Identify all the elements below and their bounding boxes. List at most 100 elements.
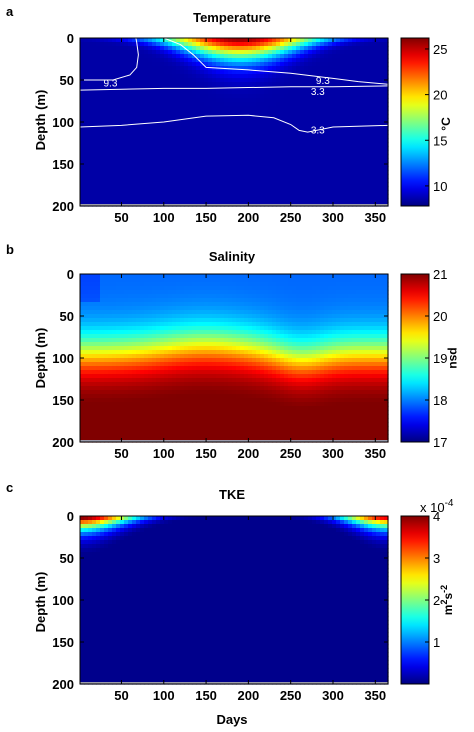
heatmap-cell xyxy=(236,294,241,299)
heatmap-cell xyxy=(324,122,329,127)
heatmap-cell xyxy=(84,414,89,419)
heatmap-cell xyxy=(172,406,177,411)
heatmap-cell xyxy=(132,82,137,87)
heatmap-cell xyxy=(92,102,97,107)
heatmap-cell xyxy=(232,170,237,175)
heatmap-cell xyxy=(336,110,341,115)
heatmap-cell xyxy=(128,342,133,347)
heatmap-cell xyxy=(288,130,293,135)
heatmap-cell xyxy=(196,314,201,319)
heatmap-cell xyxy=(80,434,85,439)
heatmap-cell xyxy=(156,190,161,195)
heatmap-cell xyxy=(240,142,245,147)
heatmap-cell xyxy=(352,86,357,91)
heatmap-cell xyxy=(120,178,125,183)
heatmap-cell xyxy=(340,78,345,83)
heatmap-cell xyxy=(344,82,349,87)
heatmap-cell xyxy=(88,338,93,343)
heatmap-cell xyxy=(120,130,125,135)
heatmap-cell xyxy=(132,406,137,411)
heatmap-cell xyxy=(192,374,197,379)
heatmap-cell xyxy=(116,374,121,379)
heatmap-cell xyxy=(120,406,125,411)
heatmap-cell xyxy=(192,422,197,427)
heatmap-cell xyxy=(152,62,157,67)
heatmap-cell xyxy=(152,430,157,435)
heatmap-cell xyxy=(176,178,181,183)
heatmap-cell xyxy=(256,70,261,75)
heatmap-cell xyxy=(120,146,125,151)
heatmap-cell xyxy=(124,194,129,199)
heatmap-cell xyxy=(312,190,317,195)
heatmap-cell xyxy=(380,98,385,103)
heatmap-cell xyxy=(272,130,277,135)
heatmap-cell xyxy=(292,122,297,127)
heatmap-cell xyxy=(160,70,165,75)
heatmap-cell xyxy=(160,178,165,183)
heatmap-cell xyxy=(312,78,317,83)
heatmap-cell xyxy=(144,398,149,403)
heatmap-cell xyxy=(356,134,361,139)
heatmap-cell xyxy=(128,182,133,187)
heatmap-cell xyxy=(224,142,229,147)
heatmap-cell xyxy=(192,118,197,123)
heatmap-cell xyxy=(92,158,97,163)
heatmap-cell xyxy=(176,386,181,391)
heatmap-cell xyxy=(188,306,193,311)
heatmap-cell xyxy=(124,94,129,99)
heatmap-cell xyxy=(376,66,381,71)
heatmap-cell xyxy=(160,90,165,95)
heatmap-cell xyxy=(164,398,169,403)
heatmap-cell xyxy=(244,78,249,83)
heatmap-cell xyxy=(332,138,337,143)
heatmap-cell xyxy=(136,302,141,307)
heatmap-cell xyxy=(192,378,197,383)
heatmap-cell xyxy=(340,38,345,43)
heatmap-cell xyxy=(244,102,249,107)
heatmap-cell xyxy=(220,166,225,171)
heatmap-cell xyxy=(160,354,165,359)
heatmap-cell xyxy=(360,138,365,143)
heatmap-cell xyxy=(356,98,361,103)
heatmap-cell xyxy=(164,354,169,359)
heatmap-cell xyxy=(144,318,149,323)
heatmap-cell xyxy=(104,166,109,171)
heatmap-cell xyxy=(144,294,149,299)
heatmap-cell xyxy=(124,58,129,63)
heatmap-cell xyxy=(192,198,197,203)
heatmap-cell xyxy=(296,38,301,43)
heatmap-cell xyxy=(300,134,305,139)
heatmap-cell xyxy=(328,38,333,43)
heatmap-cell xyxy=(176,326,181,331)
heatmap-cell xyxy=(276,106,281,111)
heatmap-cell xyxy=(344,190,349,195)
heatmap-cell xyxy=(264,150,269,155)
heatmap-cell xyxy=(240,162,245,167)
heatmap-cell xyxy=(196,190,201,195)
heatmap-cell xyxy=(204,302,209,307)
heatmap-cell xyxy=(300,166,305,171)
heatmap-cell xyxy=(184,150,189,155)
heatmap-cell xyxy=(252,146,257,151)
heatmap-cell xyxy=(360,154,365,159)
heatmap-cell xyxy=(100,106,105,111)
heatmap-cell xyxy=(376,134,381,139)
heatmap-cell xyxy=(288,78,293,83)
heatmap-cell xyxy=(92,354,97,359)
heatmap-cell xyxy=(228,194,233,199)
heatmap-cell xyxy=(232,418,237,423)
heatmap-cell xyxy=(260,158,265,163)
heatmap-cell xyxy=(308,118,313,123)
heatmap-cell xyxy=(204,310,209,315)
heatmap-cell xyxy=(156,362,161,367)
colorbar-tick-label: 20 xyxy=(433,88,447,103)
heatmap-cell xyxy=(272,102,277,107)
heatmap-cell xyxy=(156,38,161,43)
heatmap-cell xyxy=(280,90,285,95)
heatmap-cell xyxy=(368,50,373,55)
heatmap-cell xyxy=(196,310,201,315)
heatmap-cell xyxy=(164,150,169,155)
heatmap-cell xyxy=(188,114,193,119)
heatmap-cell xyxy=(96,66,101,71)
heatmap-cell xyxy=(196,366,201,371)
